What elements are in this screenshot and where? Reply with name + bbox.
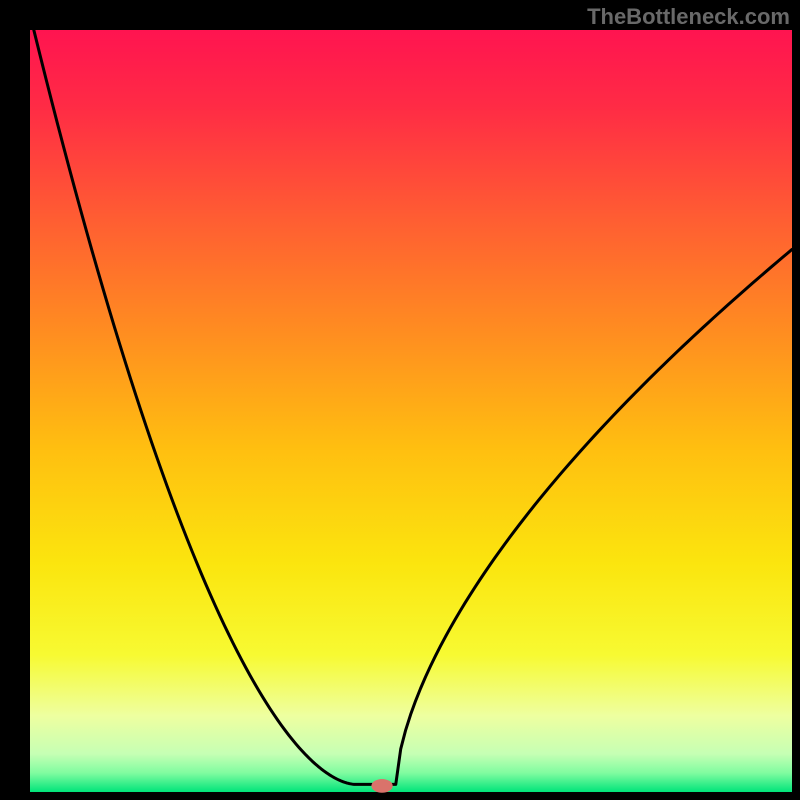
optimal-point-marker: [371, 779, 392, 793]
chart-root: TheBottleneck.com: [0, 0, 800, 800]
bottleneck-chart-svg: [0, 0, 800, 800]
plot-background: [30, 30, 792, 792]
watermark-text: TheBottleneck.com: [587, 4, 790, 30]
